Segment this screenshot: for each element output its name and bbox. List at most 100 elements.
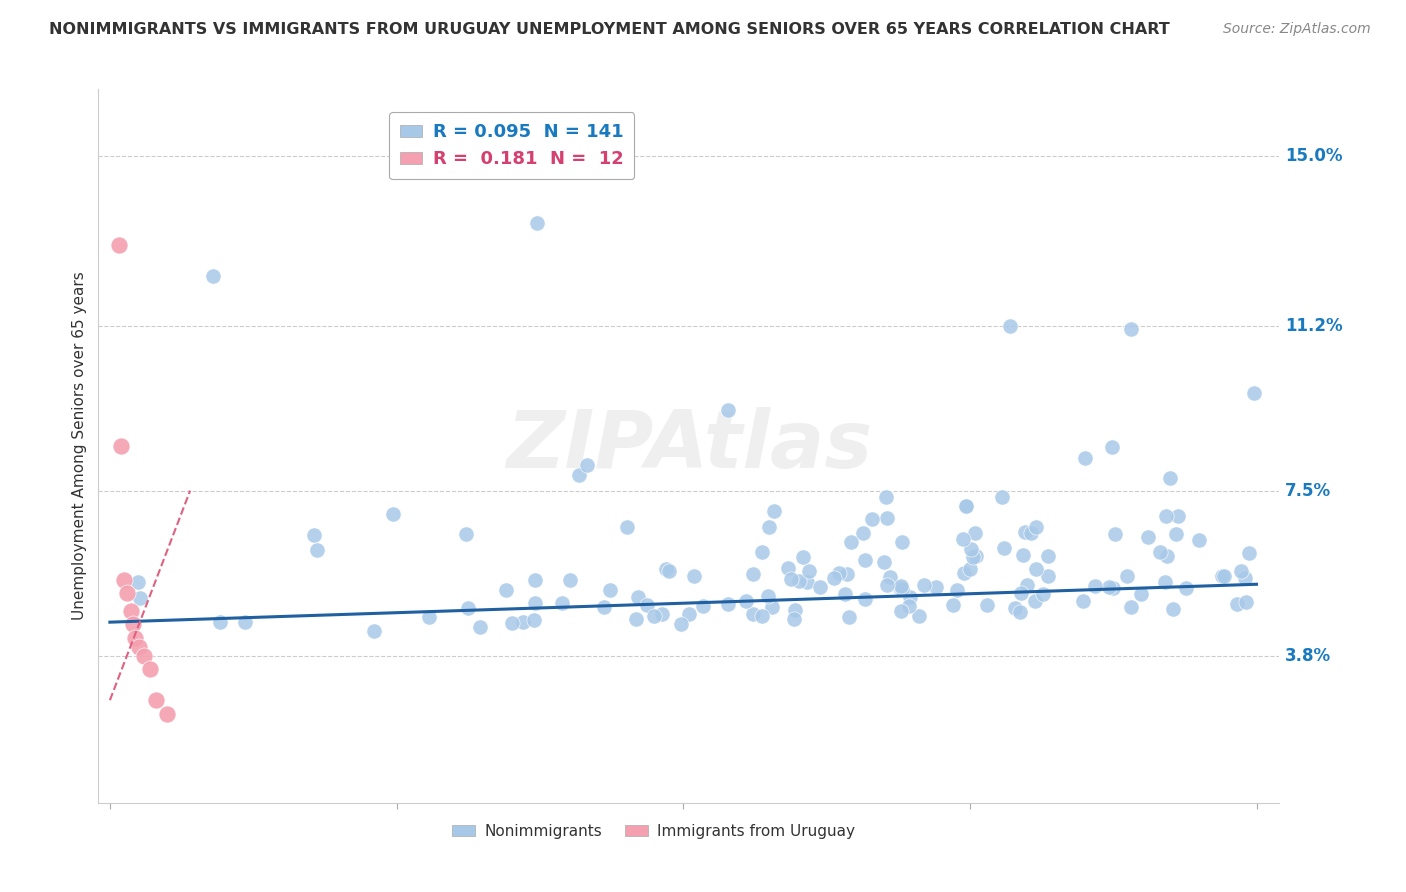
Point: [524, 596, 547, 610]
Point: [418, 610, 440, 624]
Point: [651, 607, 673, 621]
Point: [779, 572, 801, 586]
Point: [953, 566, 976, 580]
Point: [758, 520, 780, 534]
Point: [963, 525, 986, 540]
Point: [156, 706, 179, 721]
Point: [115, 586, 138, 600]
Point: [1154, 575, 1177, 590]
Point: [1036, 568, 1059, 582]
Point: [792, 549, 814, 564]
Point: [925, 580, 948, 594]
Point: [1121, 322, 1143, 336]
Point: [742, 566, 765, 581]
Point: [853, 553, 876, 567]
Point: [763, 504, 786, 518]
Point: [1014, 524, 1036, 539]
Point: [834, 587, 856, 601]
Point: [993, 541, 1015, 555]
Point: [890, 579, 912, 593]
Point: [838, 610, 860, 624]
Point: [1071, 594, 1094, 608]
Point: [1032, 587, 1054, 601]
Point: [835, 567, 858, 582]
Point: [643, 609, 665, 624]
Point: [305, 542, 328, 557]
Point: [468, 620, 491, 634]
Point: [110, 439, 132, 453]
Point: [955, 499, 977, 513]
Text: 7.5%: 7.5%: [1285, 482, 1331, 500]
Point: [134, 648, 156, 663]
Point: [304, 528, 326, 542]
Point: [1233, 571, 1256, 585]
Point: [876, 578, 898, 592]
Point: [363, 624, 385, 638]
Point: [1119, 599, 1142, 614]
Point: [682, 568, 704, 582]
Legend: Nonimmigrants, Immigrants from Uruguay: Nonimmigrants, Immigrants from Uruguay: [446, 818, 860, 845]
Point: [1074, 451, 1097, 466]
Point: [1243, 386, 1265, 401]
Point: [456, 527, 478, 541]
Point: [568, 468, 591, 483]
Point: [776, 560, 799, 574]
Point: [1167, 509, 1189, 524]
Point: [1025, 562, 1047, 576]
Y-axis label: Unemployment Among Seniors over 65 years: Unemployment Among Seniors over 65 years: [72, 272, 87, 620]
Point: [108, 238, 131, 252]
Point: [797, 564, 820, 578]
Point: [1161, 601, 1184, 615]
Point: [1234, 595, 1257, 609]
Point: [120, 604, 142, 618]
Point: [1010, 605, 1032, 619]
Text: 15.0%: 15.0%: [1285, 147, 1343, 165]
Point: [991, 490, 1014, 504]
Point: [627, 590, 650, 604]
Point: [669, 617, 692, 632]
Point: [787, 574, 810, 589]
Point: [959, 562, 981, 576]
Point: [1012, 548, 1035, 562]
Point: [1004, 601, 1026, 615]
Point: [1149, 544, 1171, 558]
Point: [900, 591, 922, 605]
Point: [121, 617, 143, 632]
Point: [1000, 318, 1022, 333]
Text: ZIPAtlas: ZIPAtlas: [506, 407, 872, 485]
Point: [523, 574, 546, 588]
Point: [742, 607, 765, 621]
Point: [523, 613, 546, 627]
Point: [1025, 520, 1047, 534]
Point: [233, 615, 256, 629]
Point: [912, 578, 935, 592]
Point: [960, 542, 983, 557]
Point: [495, 582, 517, 597]
Point: [139, 662, 162, 676]
Point: [717, 597, 740, 611]
Point: [512, 615, 534, 629]
Point: [1226, 597, 1249, 611]
Point: [890, 604, 912, 618]
Point: [875, 490, 897, 504]
Point: [1019, 525, 1042, 540]
Point: [1010, 586, 1032, 600]
Point: [1102, 581, 1125, 595]
Point: [1154, 508, 1177, 523]
Point: [655, 562, 678, 576]
Point: [124, 631, 146, 645]
Point: [616, 519, 638, 533]
Point: [128, 640, 150, 654]
Point: [751, 545, 773, 559]
Point: [1230, 564, 1253, 578]
Point: [692, 599, 714, 613]
Point: [796, 574, 818, 589]
Point: [1097, 580, 1119, 594]
Point: [852, 526, 875, 541]
Point: [955, 499, 977, 513]
Point: [783, 603, 806, 617]
Point: [678, 607, 700, 621]
Point: [952, 532, 974, 546]
Point: [810, 580, 832, 594]
Point: [853, 591, 876, 606]
